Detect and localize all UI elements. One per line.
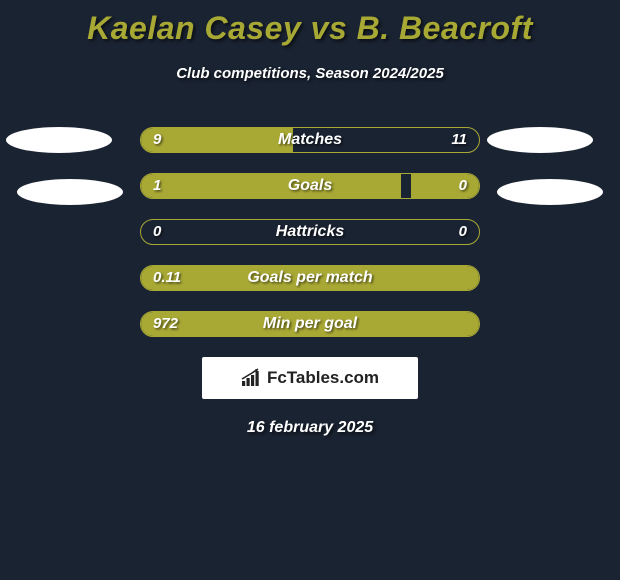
stat-row: 9 Matches 11 [140,127,480,153]
value-left: 972 [153,312,178,336]
value-left: 1 [153,174,161,198]
stat-row: 0.11 Goals per match [140,265,480,291]
player-ellipse [497,179,603,205]
stat-row: 972 Min per goal [140,311,480,337]
player-ellipse [6,127,112,153]
player-ellipse [17,179,123,205]
page-title: Kaelan Casey vs B. Beacroft [0,10,620,47]
value-right: 11 [451,128,467,152]
bar-left [141,174,401,198]
metric-label: Goals [288,174,332,198]
brand-badge: FcTables.com [202,357,418,399]
metric-label: Matches [278,128,342,152]
value-left: 0 [153,220,161,244]
metric-label: Min per goal [263,312,357,336]
subtitle: Club competitions, Season 2024/2025 [0,65,620,82]
player-ellipse [487,127,593,153]
stat-row: 0 Hattricks 0 [140,219,480,245]
chart-area: 9Matches111Goals00Hattricks00.11Goals pe… [0,127,620,337]
value-right: 0 [459,220,467,244]
brand-text: FcTables.com [267,368,379,388]
brand-chart-icon [241,368,263,388]
value-right: 0 [459,174,467,198]
date-label: 16 february 2025 [0,419,620,437]
bar-right [411,174,479,198]
bar-left [141,128,293,152]
value-left: 9 [153,128,161,152]
metric-label: Hattricks [276,220,344,244]
stat-row: 1 Goals 0 [140,173,480,199]
infographic: Kaelan Casey vs B. Beacroft Club competi… [0,0,620,437]
value-left: 0.11 [153,266,181,290]
metric-label: Goals per match [247,266,372,290]
